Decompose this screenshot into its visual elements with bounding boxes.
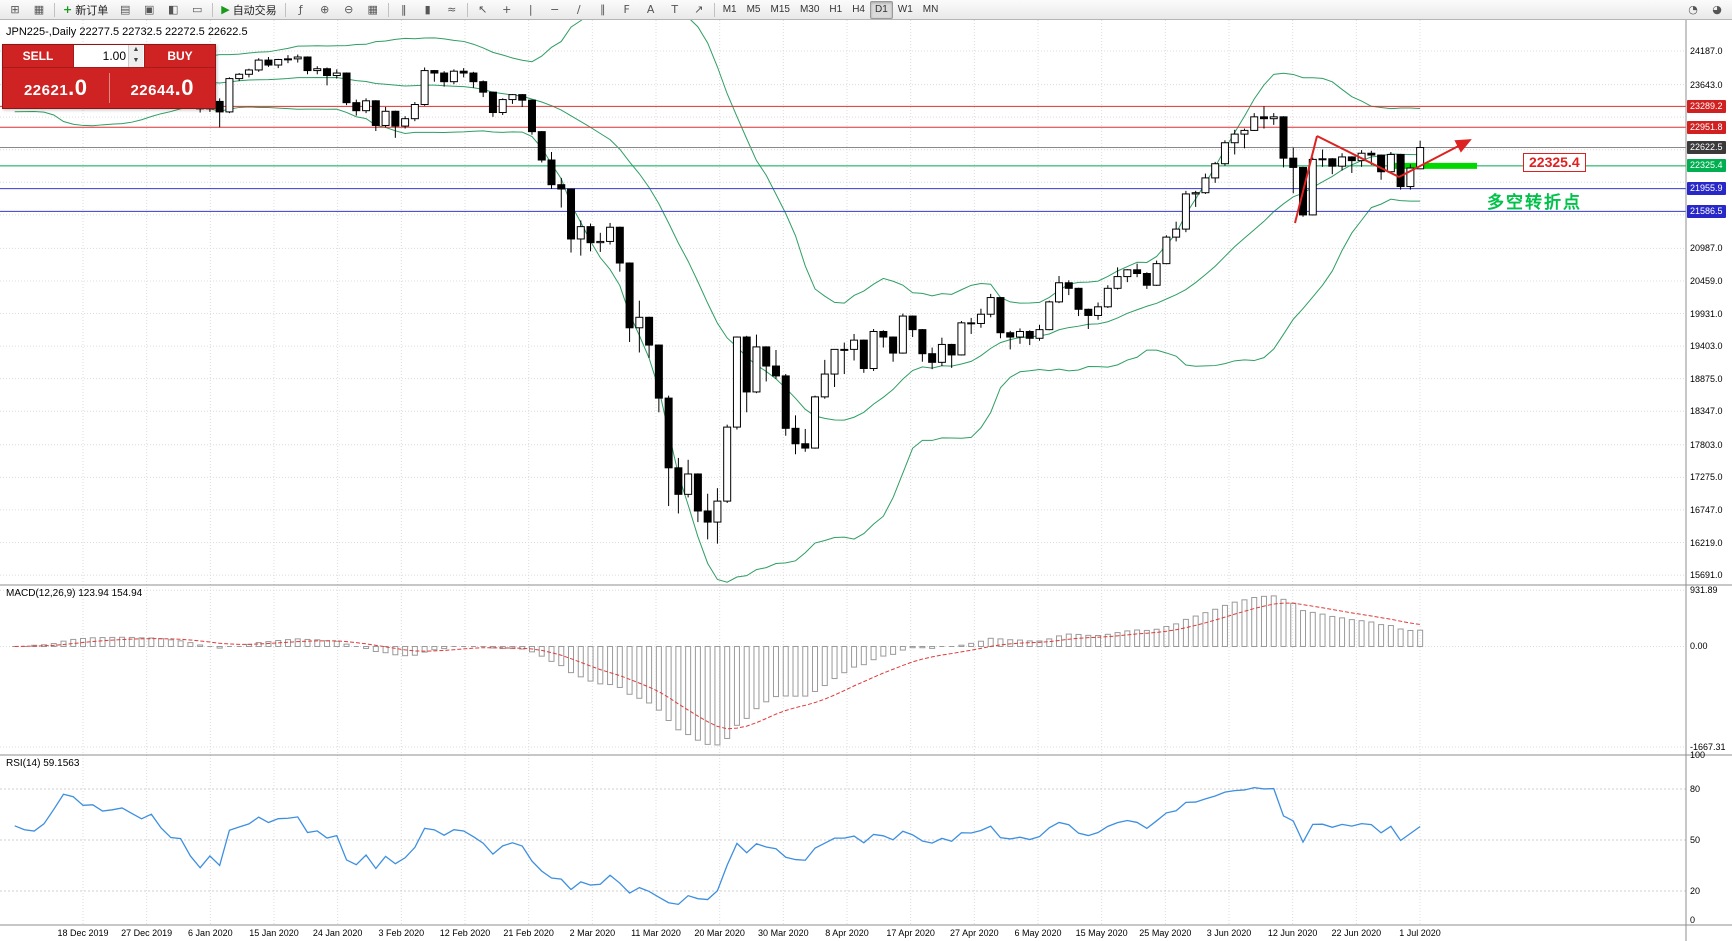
timeframe-h1-button[interactable]: H1	[829, 4, 843, 15]
toolbar-separator	[466, 2, 468, 17]
new-chart-icon[interactable]: ⊞	[10, 3, 20, 16]
fibonacci-icon[interactable]: F	[623, 3, 630, 16]
new-order-button[interactable]: + 新订单	[58, 0, 113, 19]
trendline-icon[interactable]: ∕	[576, 3, 581, 16]
toolbar-separator	[54, 2, 55, 17]
rsi-indicator-label: RSI(14) 59.1563	[6, 758, 80, 769]
volume-field: ▲ ▼	[73, 45, 145, 67]
toolbar: ⊞ ▦ + 新订单 ▤ ▣ ◧ ▭ ▶ 自动交易 ƒ ⊕ ⊖ ▦ ‖ ▮ ≈ ↖ + | − ∕ ∥ F A T ↗ M1 M5 M15 M…	[0, 0, 1732, 20]
new-order-icon: +	[63, 3, 73, 16]
arrows-icon[interactable]: ↗	[694, 3, 704, 16]
zoom-out-icon[interactable]: ⊖	[344, 3, 354, 16]
new-order-button-label: 新订单	[75, 4, 109, 17]
data-window-icon[interactable]: ▣	[144, 3, 155, 16]
timeframe-m15-button[interactable]: M15	[770, 4, 790, 15]
timeframe-m30-button[interactable]: M30	[799, 4, 820, 15]
toolbar-separator	[212, 2, 214, 17]
volume-spinner: ▲ ▼	[128, 45, 143, 67]
cursor-icon[interactable]: ↖	[478, 3, 488, 16]
candlestick-icon[interactable]: ▮	[424, 3, 431, 16]
timeframe-mn-button[interactable]: MN	[922, 4, 939, 15]
text-icon[interactable]: A	[646, 3, 655, 16]
sell-button[interactable]: SELL	[3, 45, 73, 67]
tile-windows-icon[interactable]: ▦	[367, 3, 378, 16]
price-divider	[108, 73, 110, 103]
volume-increase-button[interactable]: ▲	[129, 45, 143, 56]
sell-price[interactable]: 22621.0	[23, 75, 88, 100]
vertical-line-icon[interactable]: |	[528, 3, 533, 16]
one-click-trading-panel: SELL ▲ ▼ BUY 22621.0 22644.0	[2, 44, 216, 109]
terminal-icon[interactable]: ▭	[192, 3, 203, 16]
timeframe-m5-button[interactable]: M5	[746, 4, 761, 15]
auto-trading-button[interactable]: ▶ 自动交易	[216, 0, 281, 19]
horizontal-line-icon[interactable]: −	[550, 3, 560, 16]
crosshair-icon[interactable]: +	[502, 3, 512, 16]
toolbar-separator	[284, 2, 286, 17]
help-icon[interactable]: ◔	[1688, 3, 1698, 16]
symbol-ohlc-line: JPN225-,Daily 22277.5 22732.5 22272.5 22…	[6, 26, 248, 38]
buy-price[interactable]: 22644.0	[130, 75, 195, 100]
profiles-icon[interactable]: ▦	[33, 3, 45, 16]
text-label-icon[interactable]: T	[671, 3, 679, 16]
buy-button[interactable]: BUY	[145, 45, 215, 67]
volume-input[interactable]	[74, 45, 128, 67]
auto-trading-play-icon: ▶	[221, 3, 230, 16]
auto-trading-button-label: 自动交易	[232, 4, 277, 17]
indicators-icon[interactable]: ƒ	[298, 3, 303, 16]
zoom-in-icon[interactable]: ⊕	[320, 3, 330, 16]
price-annotation-tag[interactable]: 22325.4	[1523, 153, 1586, 172]
channel-icon[interactable]: ∥	[599, 3, 606, 16]
turning-point-text[interactable]: 多空转折点	[1487, 193, 1582, 212]
navigator-icon[interactable]: ◧	[168, 3, 179, 16]
market-watch-icon[interactable]: ▤	[120, 3, 131, 16]
timeframe-h4-button[interactable]: H4	[852, 4, 865, 15]
volume-decrease-button[interactable]: ▼	[129, 56, 143, 67]
macd-indicator-label: MACD(12,26,9) 123.94 154.94	[6, 588, 143, 599]
timeframe-m1-button[interactable]: M1	[722, 4, 737, 15]
toolbar-separator	[713, 2, 715, 17]
line-chart-icon[interactable]: ≈	[447, 3, 457, 16]
timeframe-d1-button[interactable]: D1	[870, 0, 893, 19]
toolbar-separator	[387, 2, 389, 17]
timeframe-w1-button[interactable]: W1	[897, 4, 913, 15]
community-icon[interactable]: ◕	[1712, 3, 1722, 16]
bar-chart-icon[interactable]: ‖	[400, 3, 407, 16]
